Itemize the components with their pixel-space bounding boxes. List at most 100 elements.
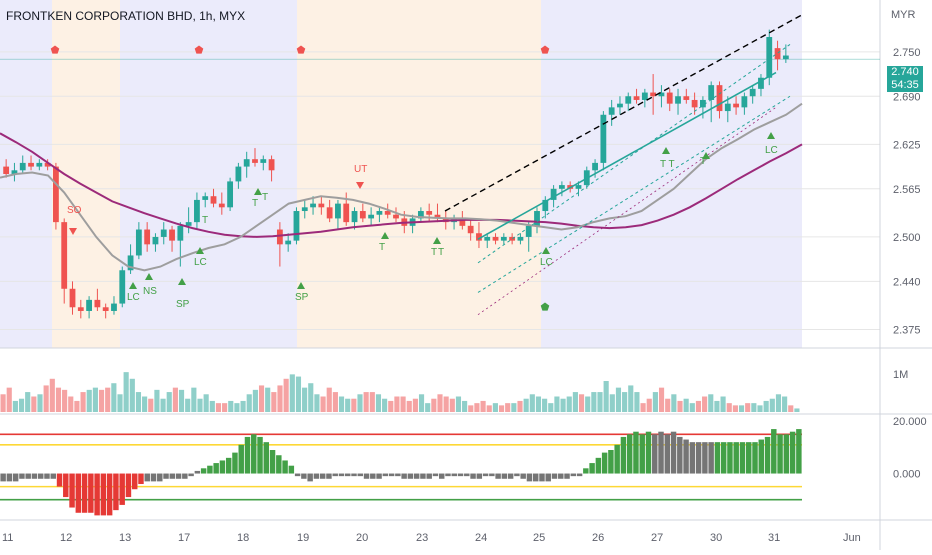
oscillator-bar [532,473,539,482]
oscillator-bar [783,434,790,474]
volume-bar [320,396,326,412]
channel-lower-dotted [477,95,791,293]
candle-body [700,99,706,108]
signal-label-2: NS [143,286,157,297]
volume-bar [622,392,628,412]
oscillator-bar [88,473,94,513]
volume-bar [172,387,178,412]
oscillator-bar [150,473,157,482]
candle-body [608,107,615,115]
oscillator-bar [683,439,689,474]
oscillator-bar [595,457,602,474]
oscillator-bar [219,460,226,474]
session-marker-2 [296,45,306,54]
price-tick-4: 2.500 [893,232,921,244]
oscillator-bar [451,473,457,477]
volume-bar [535,396,542,412]
volume-bar [6,387,12,412]
oscillator-bar [432,473,439,477]
oscillator-bar [75,473,82,513]
oscillator-bar [438,473,445,479]
volume-bar [782,396,788,412]
session-marker-4 [540,302,550,311]
volume-bar [111,383,117,412]
oscillator-bar [232,452,238,474]
candle-body [260,159,267,163]
candle-body [393,214,399,219]
signal-label-1: LC [127,292,140,303]
oscillator-bar [251,434,257,474]
oscillator-bar [100,473,107,516]
oscillator-bar [307,473,313,482]
session-marker-1 [194,45,204,54]
volume-bar [566,396,572,412]
candle-body [525,225,532,237]
signal-triangle-9 [433,237,441,244]
oscillator-bar [225,457,232,474]
candle-body [741,96,748,108]
oscillator-bar [720,442,727,474]
oscillator-bar [257,436,263,474]
volume-bar [615,387,622,412]
volume-bar [98,389,105,412]
oscillator-bar [294,473,301,477]
time-tick-11: 27 [651,532,663,544]
volume-bar [652,392,658,412]
volume-bar [560,398,566,412]
oscillator-bar [601,452,608,474]
signal-triangle-6 [297,282,305,289]
ma-fast-line [0,102,803,272]
oscillator-bar [714,442,721,474]
candle-body [160,229,167,237]
oscillator-bar [564,473,570,479]
candle-body [111,303,117,311]
channel-outer-dotted [477,107,777,316]
volume-bar [357,394,363,412]
signal-label-13: LC [540,257,553,268]
oscillator-bar [420,473,426,479]
oscillator-bar [119,473,125,505]
oscillator-bar [407,473,414,479]
candle-body [384,211,391,215]
candle-body [716,85,723,112]
volume-bar [498,405,505,412]
signal-label-16: LC [765,145,778,156]
time-tick-14: Jun [843,532,861,544]
oscillator-bar [457,473,464,477]
candle-body [774,48,781,60]
volume-bar [326,387,332,412]
oscillator-bar [464,473,470,477]
candle-body [658,92,665,97]
signal-triangle-12 [702,152,710,159]
oscillator-bar [576,473,583,477]
oscillator-bar [370,473,376,479]
signal-label-8: UT [354,164,367,175]
volume-bar [92,387,98,412]
volume-bar [258,385,265,412]
volume-bar [418,394,425,412]
volume-bar [511,403,517,412]
candle-body [691,99,698,108]
candle-body [169,229,175,241]
candle-body [310,203,316,208]
candle-body [94,299,101,308]
candle-body [102,307,109,311]
volume-bar [412,398,418,412]
volume-bar [702,396,708,412]
price-tick-3: 2.565 [893,184,921,196]
signal-triangle-8 [381,232,389,239]
oscillator-bar [363,473,370,479]
volume-bar [462,400,468,412]
osc-tick-0: 20.000 [893,416,927,428]
candle-body [127,255,134,271]
volume-bar [683,398,689,412]
candle-body [617,103,623,108]
ma-slow-line [0,132,803,238]
signal-label-12: T [438,247,444,258]
volume-bar [578,394,585,412]
candle-body [733,103,739,108]
oscillator-bar [213,463,219,474]
oscillator-bar [313,473,320,479]
oscillator-bar [357,473,364,477]
